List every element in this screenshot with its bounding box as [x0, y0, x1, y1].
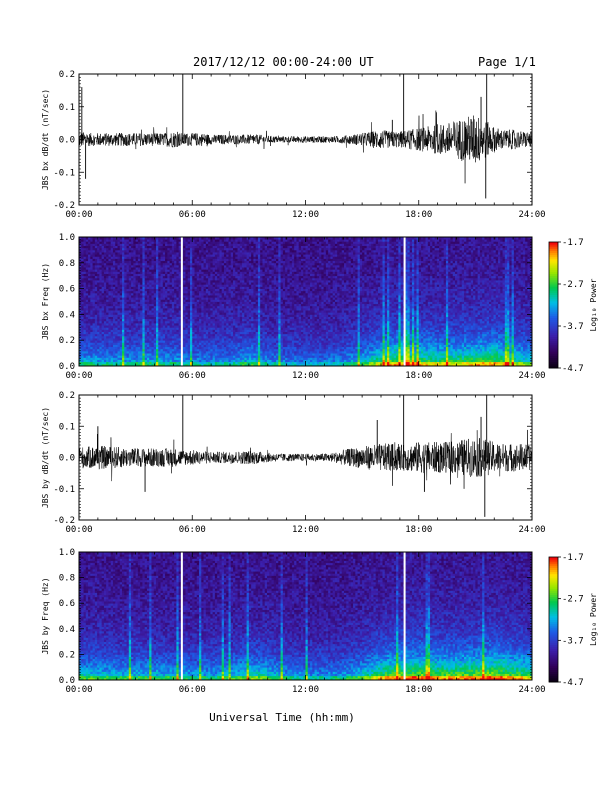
x-tick-label: 18:00: [405, 210, 432, 220]
spectrogram-2: [79, 237, 532, 366]
y-axis-label: JBS bx dB/dt (nT/sec): [41, 89, 50, 190]
y-tick-label: 0.2: [59, 70, 75, 80]
y-tick-label: 0.0: [59, 136, 75, 146]
x-tick-label: 12:00: [292, 210, 319, 220]
x-tick-label: 24:00: [518, 210, 545, 220]
x-tick-label: 00:00: [65, 210, 92, 220]
x-tick-label: 06:00: [179, 210, 206, 220]
signal-trace: [79, 111, 532, 184]
y-tick-label: 0.1: [59, 103, 75, 113]
y-tick-label: -0.1: [53, 168, 75, 178]
line-plot-1: [79, 74, 532, 205]
